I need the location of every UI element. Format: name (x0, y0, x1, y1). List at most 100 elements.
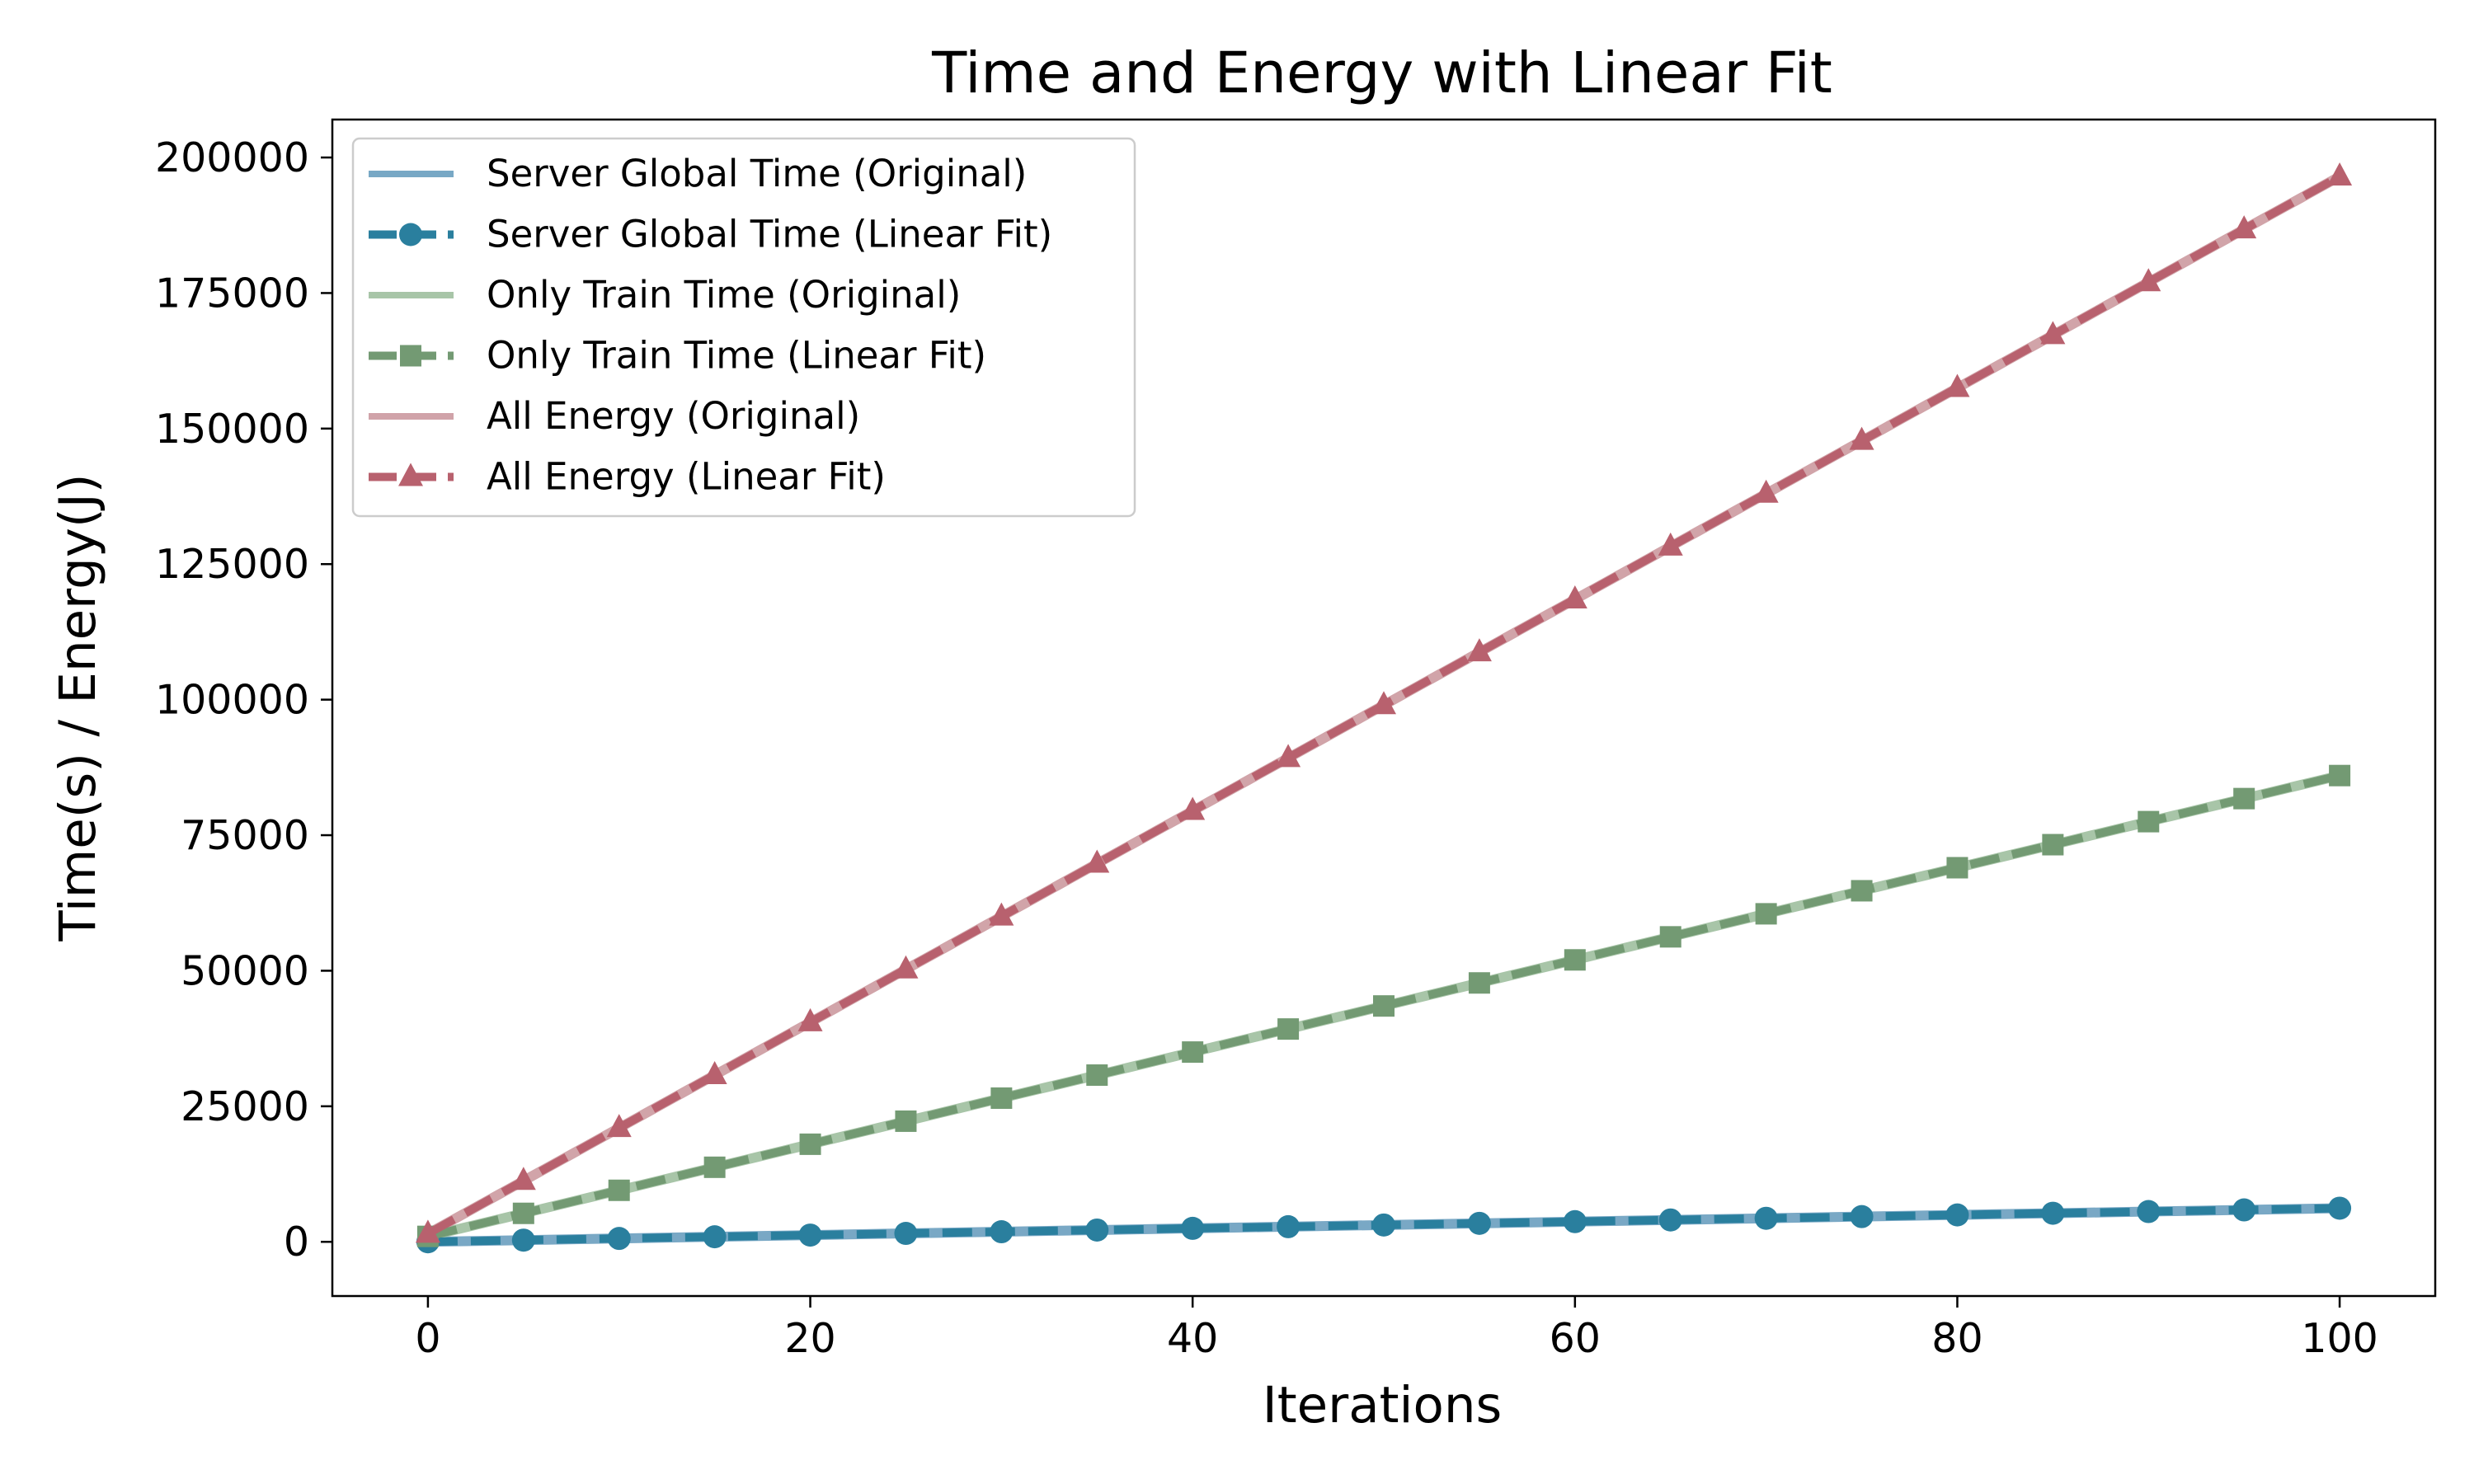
y-tick-label: 100000 (155, 677, 309, 724)
series-line (426, 771, 2341, 1241)
plot-frame (331, 118, 2437, 1298)
data-point (2233, 787, 2255, 810)
y-tick-label: 25000 (181, 1083, 309, 1130)
data-point (606, 1114, 632, 1138)
data-point (2328, 1196, 2352, 1220)
data-point (512, 1202, 534, 1224)
data-point (1086, 1064, 1108, 1087)
data-point (989, 902, 1014, 926)
data-point (1658, 532, 1683, 556)
data-point (1563, 1209, 1587, 1233)
data-point (2042, 834, 2064, 856)
series-all-energy-linear-fit (415, 162, 2353, 1243)
data-point (2138, 810, 2160, 833)
legend-label: All Energy (Original) (487, 394, 860, 438)
legend-item-all-energy-original: All Energy (Original) (369, 394, 860, 438)
legend-box (351, 137, 1136, 518)
x-tick-label: 80 (1931, 1315, 1982, 1362)
legend-item-only-train-time-original: Only Train Time (Original) (369, 273, 961, 317)
data-point (2327, 162, 2353, 186)
data-point (2329, 764, 2351, 787)
x-tick-label: 20 (784, 1315, 835, 1362)
data-point (1276, 744, 1301, 768)
data-point (1084, 849, 1110, 873)
y-tick-label: 50000 (181, 947, 309, 994)
data-point (415, 1219, 440, 1243)
legend-marker (399, 223, 422, 247)
chart-title: Time and Energy with Linear Fit (931, 40, 1832, 106)
data-point (607, 1227, 631, 1251)
data-point (1753, 479, 1779, 503)
data-point (510, 1167, 536, 1190)
legend-item-server-global-time-original: Server Global Time (Original) (369, 152, 1027, 195)
data-point (1564, 949, 1586, 971)
x-tick-label: 40 (1167, 1315, 1218, 1362)
legend-marker (398, 463, 423, 486)
data-point (1373, 995, 1395, 1017)
data-point (2232, 1198, 2256, 1222)
data-point (703, 1225, 727, 1249)
data-point (608, 1179, 630, 1201)
x-axis: 0 20 40 60 80 100 (415, 1296, 2378, 1362)
data-point (1755, 903, 1777, 925)
data-point (511, 1228, 535, 1252)
legend-item-all-energy-linear-fit: All Energy (Linear Fit) (369, 455, 886, 499)
data-point (1468, 972, 1490, 994)
data-point (1180, 796, 1206, 820)
legend-label: Server Global Time (Linear Fit) (487, 213, 1052, 256)
data-point (990, 1220, 1014, 1244)
data-point (2041, 1201, 2065, 1225)
y-axis-title: Time(s) / Energy(J) (49, 473, 107, 942)
data-point (1371, 691, 1396, 715)
data-point (1659, 926, 1681, 948)
x-tick-label: 100 (2301, 1315, 2378, 1362)
y-tick-label: 150000 (155, 406, 309, 453)
data-point (1085, 1218, 1109, 1242)
legend: Server Global Time (Original) Server Glob… (351, 137, 1136, 518)
legend-item-only-train-time-linear-fit: Only Train Time (Linear Fit) (369, 334, 986, 378)
data-point (895, 1110, 917, 1132)
legend-label: Only Train Time (Linear Fit) (487, 334, 986, 378)
y-tick-label: 125000 (155, 541, 309, 588)
data-point (1945, 373, 1970, 397)
data-point (1946, 857, 1968, 879)
y-tick-label: 75000 (181, 812, 309, 859)
legend-item-server-global-time-linear-fit: Server Global Time (Linear Fit) (369, 213, 1052, 256)
data-point (1754, 1206, 1778, 1230)
data-point (799, 1133, 821, 1155)
data-point (1851, 880, 1873, 902)
data-point (1945, 1203, 1969, 1227)
data-point (2137, 1200, 2161, 1223)
data-point (893, 955, 919, 979)
data-point (990, 1087, 1013, 1109)
series-server-global-time-linear-fit (416, 1196, 2352, 1254)
legend-label: All Energy (Linear Fit) (487, 455, 886, 499)
y-tick-label: 0 (284, 1219, 309, 1266)
y-tick-label: 175000 (155, 270, 309, 317)
data-point (1658, 1208, 1682, 1232)
y-tick-label: 200000 (155, 134, 309, 181)
x-tick-label: 60 (1550, 1315, 1601, 1362)
data-point (1182, 1041, 1204, 1064)
data-point (1849, 426, 1874, 450)
data-point (2136, 268, 2161, 292)
data-point (1467, 1211, 1491, 1235)
data-point (702, 1061, 727, 1085)
data-point (1181, 1216, 1205, 1240)
data-point (1562, 585, 1587, 608)
legend-label: Only Train Time (Original) (487, 273, 961, 317)
data-point (1277, 1214, 1300, 1238)
series-only-train-time-linear-fit (416, 764, 2351, 1247)
y-axis: 0 25000 50000 75000 100000 125000 150000 175000… (155, 134, 332, 1266)
legend-label: Server Global Time (Original) (487, 152, 1027, 195)
data-point (1277, 1018, 1300, 1040)
data-point (1372, 1213, 1395, 1237)
data-point (1466, 638, 1492, 662)
data-point (2232, 215, 2257, 239)
data-point (798, 1223, 822, 1247)
data-point (894, 1222, 918, 1246)
x-axis-title: Iterations (1263, 1376, 1503, 1435)
series-layer (415, 162, 2353, 1254)
data-point (797, 1007, 823, 1031)
